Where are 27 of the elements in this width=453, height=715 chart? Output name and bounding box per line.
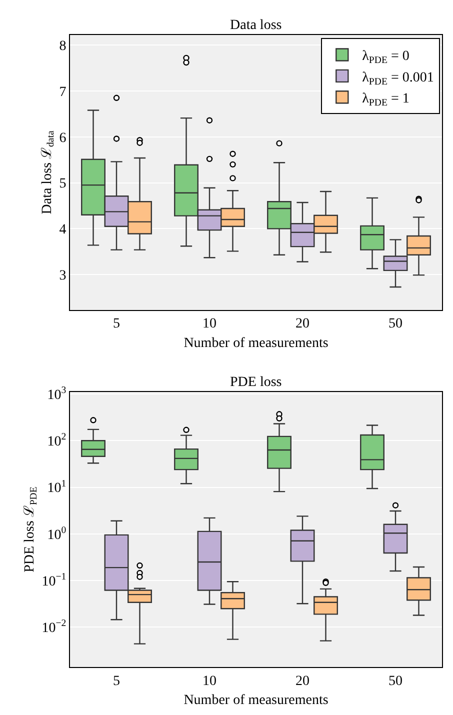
x-axis-title: Number of measurements [184, 336, 328, 352]
chart-title: PDE loss [230, 375, 282, 390]
x-tick-label: 20 [296, 674, 310, 689]
y-tick-label: 5 [59, 176, 66, 192]
chart-title: Data loss [230, 18, 282, 33]
x-axis-title: Number of measurements [184, 693, 328, 708]
y-tick-label: 8 [59, 39, 66, 54]
x-tick-label: 5 [113, 316, 120, 332]
x-tick-label: 10 [202, 674, 216, 689]
y-tick-label: 6 [59, 130, 66, 146]
x-tick-label: 50 [388, 316, 402, 332]
y-tick-label: 10$^{2}$ [47, 432, 66, 450]
y-tick-label: 10$^{−2}$ [42, 618, 66, 636]
legend-label: λ$_{PDE}$ = 0 [362, 49, 410, 66]
x-tick-label: 20 [296, 316, 310, 332]
y-tick-label: 3 [59, 268, 66, 284]
y-tick-label: 10$^{1}$ [47, 478, 66, 496]
y-tick-label: 10$^{0}$ [47, 524, 66, 543]
y-tick-label: 4 [59, 222, 66, 238]
x-tick-label: 5 [113, 674, 120, 689]
y-tick-label: 10$^{−1}$ [42, 572, 66, 590]
x-tick-label: 10 [202, 316, 216, 332]
y-tick-label: 7 [59, 84, 66, 100]
legend-label: λ$_{PDE}$ = 1 [362, 92, 410, 109]
y-tick-label: 10$^{3}$ [47, 385, 66, 403]
x-tick-label: 50 [388, 674, 402, 689]
legend-label: λ$_{PDE}$ = 0.001 [362, 70, 434, 88]
